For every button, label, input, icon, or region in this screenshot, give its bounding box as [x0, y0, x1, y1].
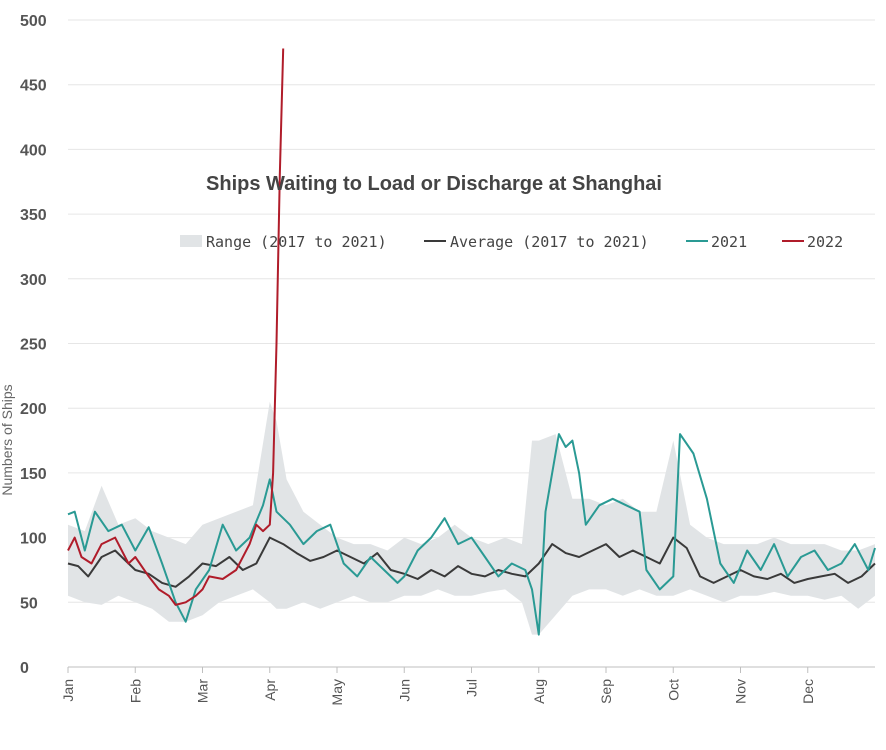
- x-tick-label-oct: Oct: [665, 679, 681, 701]
- x-tick-label-jul: Jul: [464, 679, 480, 697]
- x-tick-label-apr: Apr: [262, 679, 278, 701]
- legend-label-range: Range (2017 to 2021): [206, 233, 387, 251]
- y-tick-label-450: 450: [20, 78, 47, 95]
- x-tick-label-dec: Dec: [800, 679, 816, 704]
- y-tick-label-50: 50: [20, 595, 38, 612]
- y-tick-label-150: 150: [20, 466, 47, 483]
- legend-label-average: Average (2017 to 2021): [450, 233, 649, 251]
- x-tick-label-feb: Feb: [127, 679, 143, 703]
- legend-label-2021: 2021: [711, 233, 747, 251]
- x-axis-ticks: Jan Feb Mar Apr May Jun Jul Aug Sep Oct Nov Dec: [60, 667, 816, 705]
- x-tick-label-sep: Sep: [598, 679, 614, 704]
- x-tick-label-nov: Nov: [733, 679, 749, 704]
- y-tick-label-200: 200: [20, 401, 47, 418]
- legend-swatch-range: [180, 235, 202, 247]
- x-tick-label-mar: Mar: [195, 679, 211, 703]
- series-line-2021: [67, 433, 876, 636]
- x-tick-label-jan: Jan: [60, 679, 76, 702]
- x-tick-label-aug: Aug: [531, 679, 547, 704]
- x-tick-label-may: May: [329, 679, 345, 705]
- y-tick-label-0: 0: [20, 660, 29, 677]
- chart-title: Ships Waiting to Load or Discharge at Sh…: [206, 173, 662, 195]
- series-line-2022: [67, 48, 285, 606]
- y-axis-ticks: 0 50 100 150 200 250 300 350 400 450 500: [20, 13, 47, 677]
- y-tick-label-350: 350: [20, 207, 47, 224]
- y-tick-label-400: 400: [20, 142, 47, 159]
- y-tick-label-500: 500: [20, 13, 47, 30]
- y-tick-label-300: 300: [20, 272, 47, 289]
- y-tick-label-100: 100: [20, 531, 47, 548]
- x-tick-label-jun: Jun: [396, 679, 412, 702]
- y-axis-label: Numbers of Ships: [0, 384, 15, 495]
- grid-lines: [68, 19, 875, 603]
- legend-label-2022: 2022: [807, 233, 843, 251]
- legend: Range (2017 to 2021) Average (2017 to 20…: [180, 233, 843, 251]
- y-tick-label-250: 250: [20, 337, 47, 354]
